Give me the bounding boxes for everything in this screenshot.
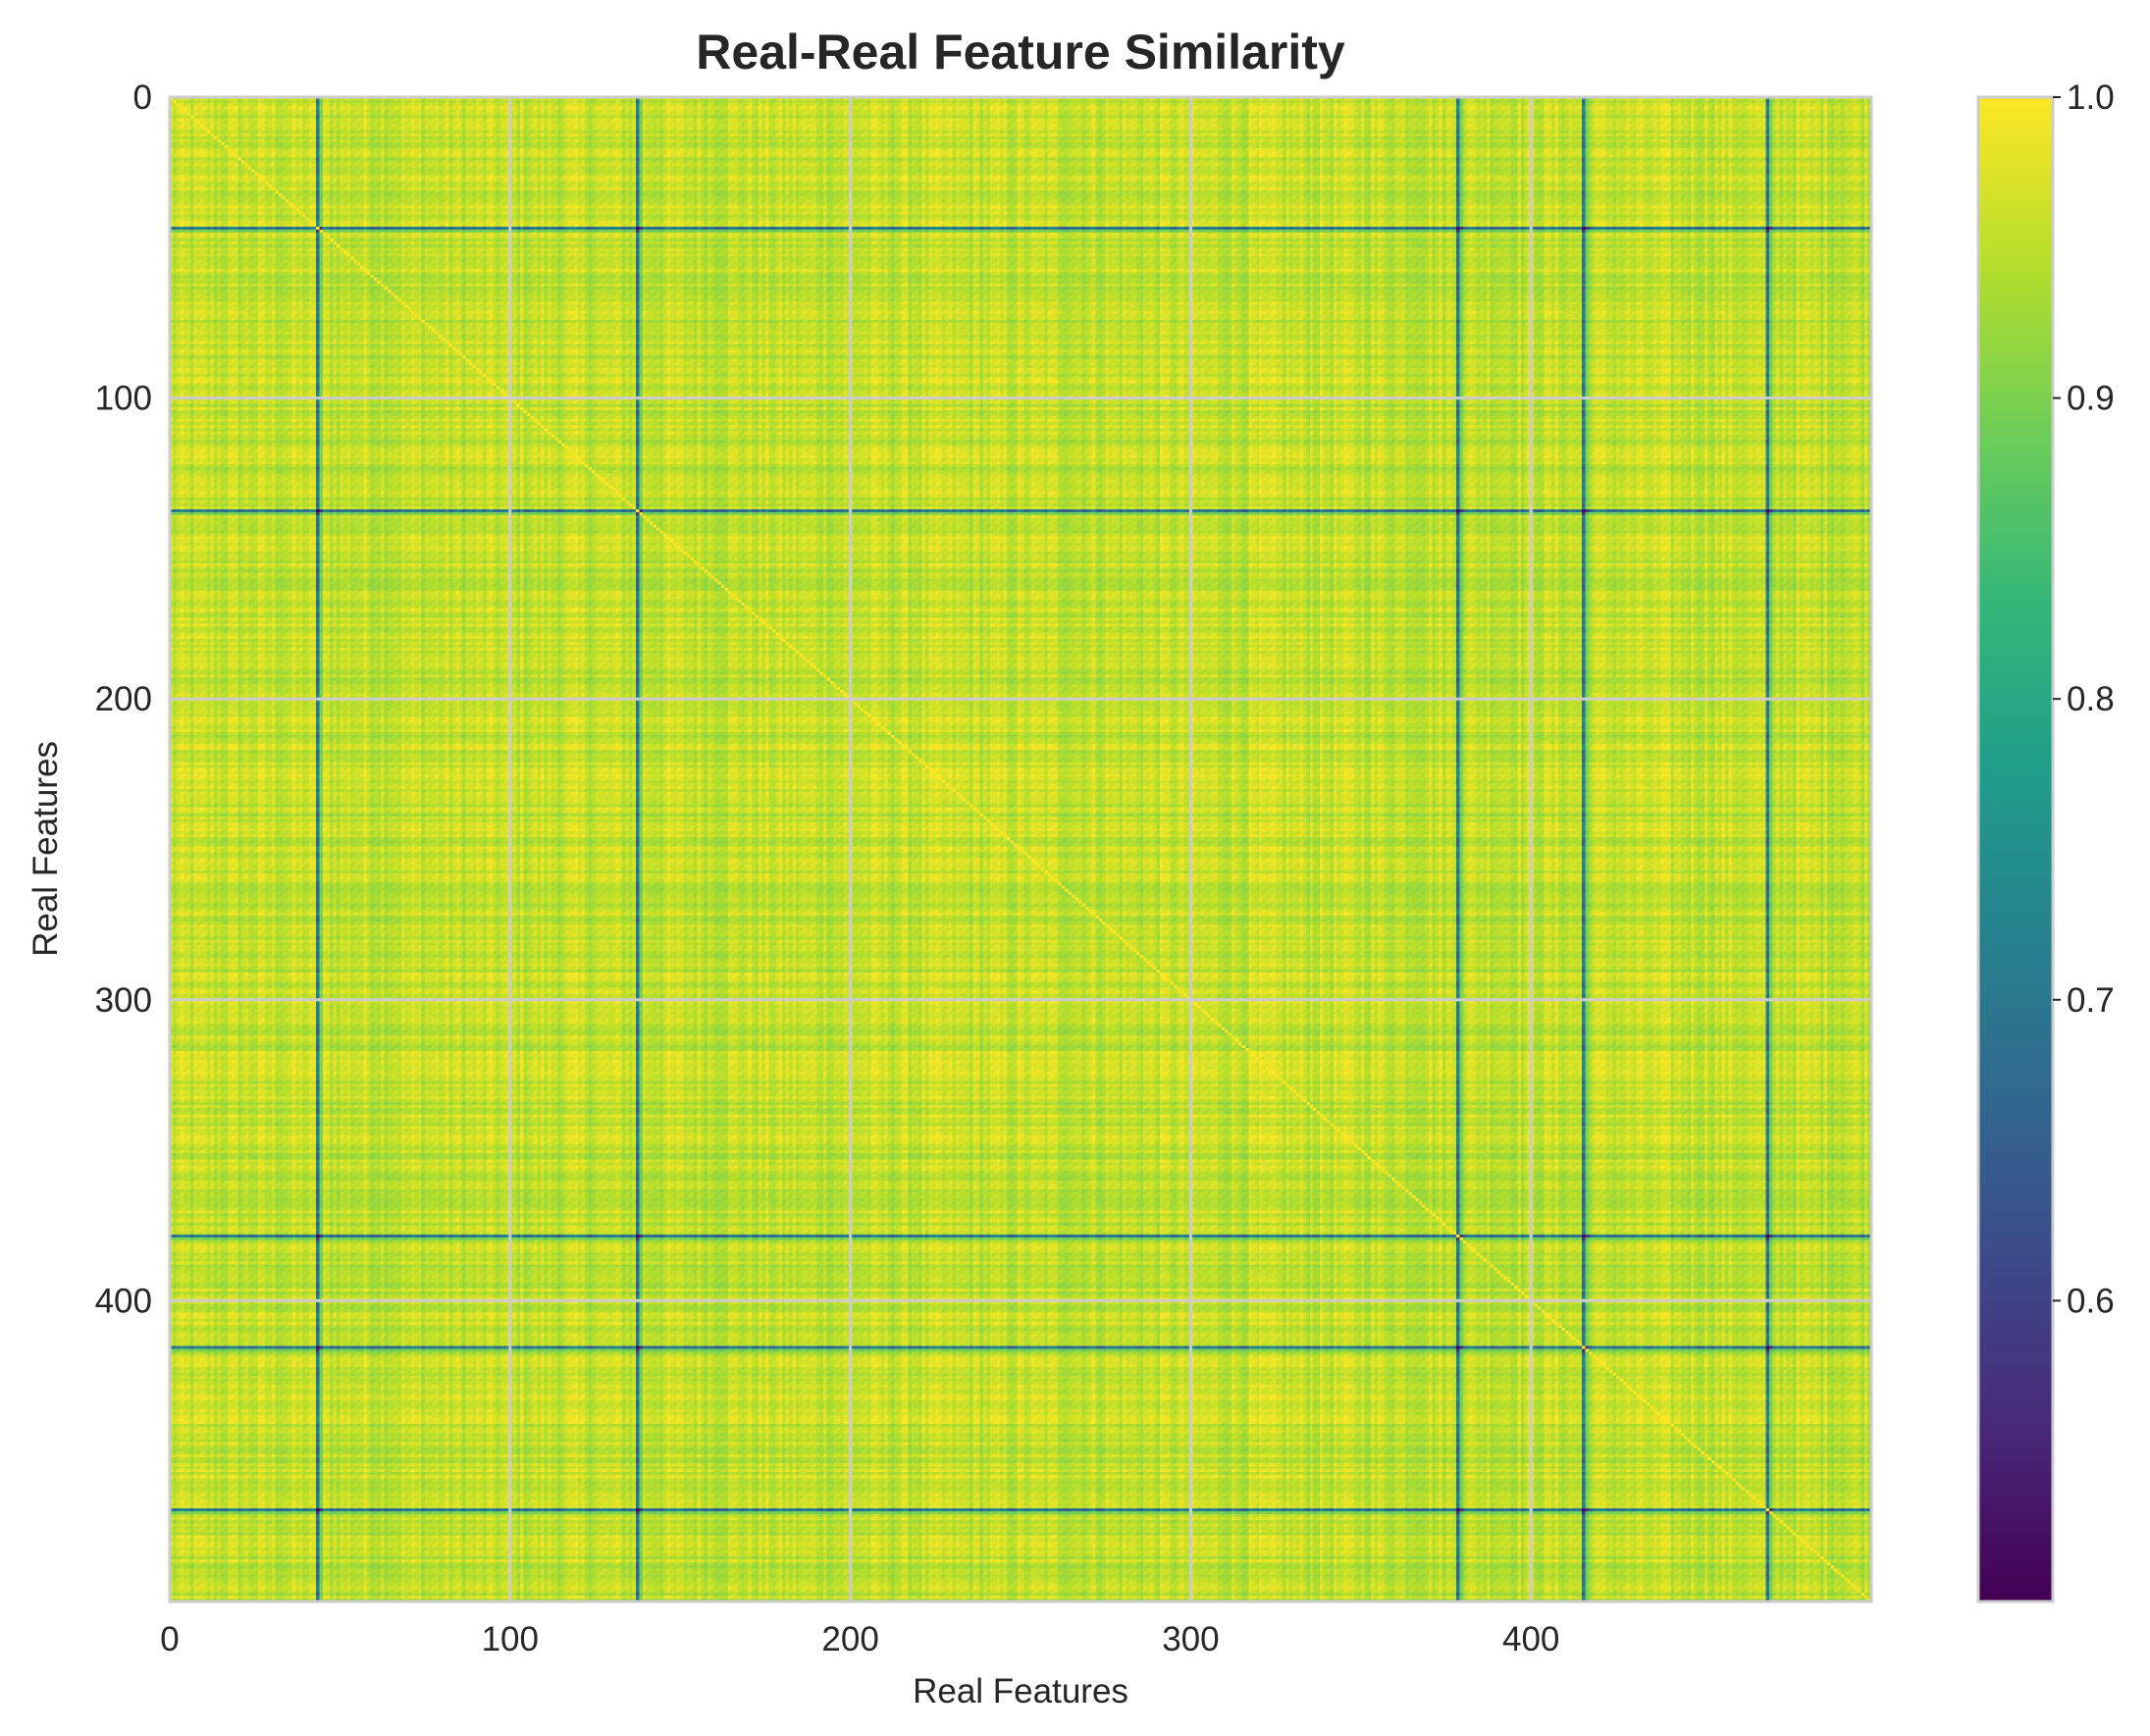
y-tick-label: 400 <box>95 1282 152 1320</box>
chart-title: Real-Real Feature Similarity <box>696 25 1345 79</box>
grid-lines <box>170 97 1871 1602</box>
similarity-heatmap <box>170 97 1871 1602</box>
x-tick-label: 400 <box>1502 1620 1559 1658</box>
y-tick-labels: 0 100 200 300 400 <box>95 79 152 1320</box>
x-axis-label: Real Features <box>913 1672 1128 1710</box>
x-tick-label: 200 <box>821 1620 878 1658</box>
y-tick-label: 0 <box>133 79 152 117</box>
x-tick-label: 100 <box>482 1620 539 1658</box>
colorbar-gradient <box>1978 97 2053 1602</box>
colorbar-frame <box>1976 95 2055 1604</box>
x-tick-label: 300 <box>1162 1620 1219 1658</box>
plot-frame <box>168 95 1873 1604</box>
colorbar-tick-labels: 0.6 0.7 0.8 0.9 1.0 <box>2053 79 2115 1320</box>
x-tick-labels: 0 100 200 300 400 <box>160 1620 1559 1658</box>
colorbar-tick-label: 0.6 <box>2067 1282 2115 1320</box>
colorbar-tick-label: 0.9 <box>2067 380 2115 418</box>
y-axis-label: Real Features <box>26 741 65 957</box>
colorbar-tick-label: 0.7 <box>2067 981 2115 1020</box>
y-tick-label: 200 <box>95 680 152 718</box>
colorbar-tick-label: 1.0 <box>2067 79 2115 117</box>
y-tick-label: 100 <box>95 380 152 418</box>
colorbar-tick-label: 0.8 <box>2067 680 2115 718</box>
x-tick-label: 0 <box>160 1620 179 1658</box>
y-tick-label: 300 <box>95 981 152 1020</box>
